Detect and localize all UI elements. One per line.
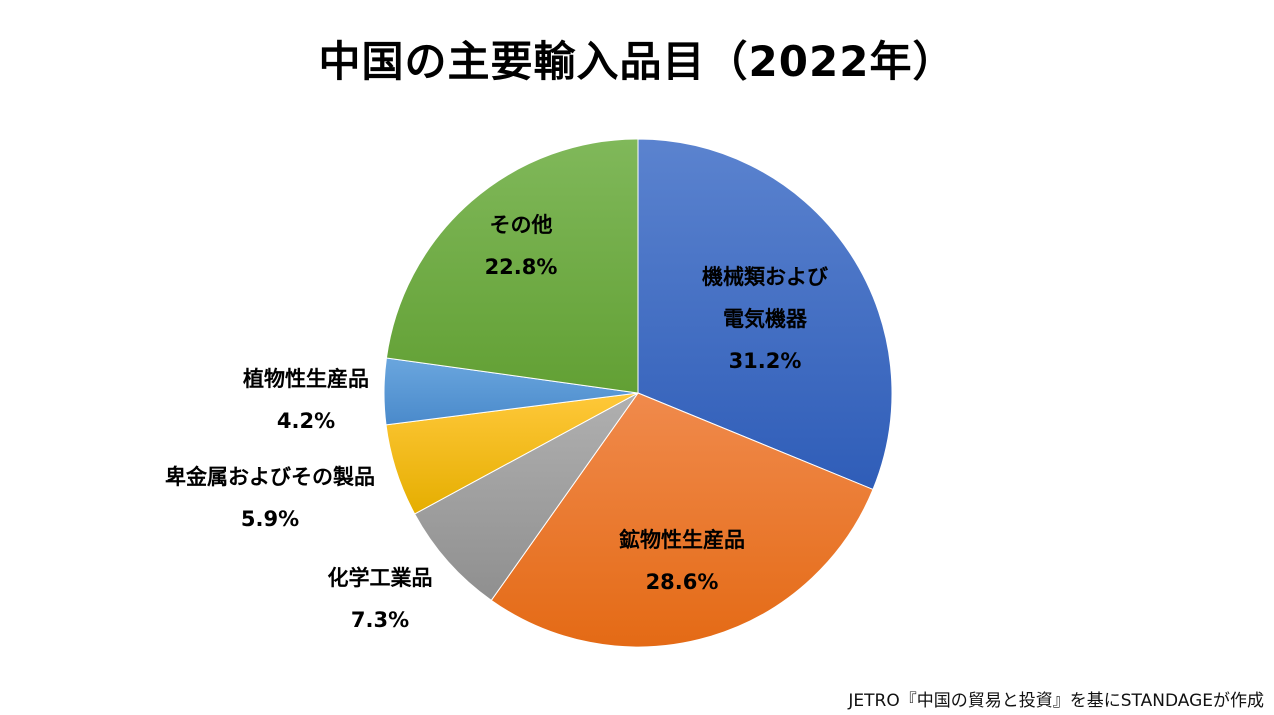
- label-text: 鉱物性生産品: [619, 528, 745, 552]
- pie-slice: [490, 392, 874, 648]
- label-vegetable: 植物性生産品 4.2%: [226, 358, 386, 442]
- label-text: 卑金属およびその製品: [165, 465, 375, 489]
- label-value: 7.3%: [350, 608, 410, 632]
- label-mineral: 鉱物性生産品 28.6%: [592, 519, 772, 603]
- label-text: 電気機器: [723, 307, 807, 331]
- source-note: JETRO『中国の貿易と投資』を基にSTANDAGEが作成: [848, 691, 1264, 711]
- label-value: 4.2%: [276, 409, 336, 433]
- label-text: 機械類および: [702, 265, 828, 289]
- label-text: 植物性生産品: [243, 367, 369, 391]
- label-base-metals: 卑金属およびその製品 5.9%: [140, 456, 400, 540]
- pie-slice: [413, 392, 639, 602]
- pie-slice: [637, 138, 893, 491]
- label-value: 31.2%: [728, 349, 802, 373]
- label-machinery: 機械類および 電気機器 31.2%: [680, 256, 850, 382]
- pie-slice: [385, 138, 639, 394]
- label-value: 28.6%: [645, 570, 719, 594]
- label-other: その他 22.8%: [466, 204, 576, 288]
- label-chemical: 化学工業品 7.3%: [305, 557, 455, 641]
- chart-title: 中国の主要輸入品目（2022年）: [318, 37, 956, 86]
- label-value: 5.9%: [240, 507, 300, 531]
- label-text: その他: [489, 213, 553, 237]
- label-value: 22.8%: [484, 255, 558, 279]
- label-text: 化学工業品: [327, 566, 433, 590]
